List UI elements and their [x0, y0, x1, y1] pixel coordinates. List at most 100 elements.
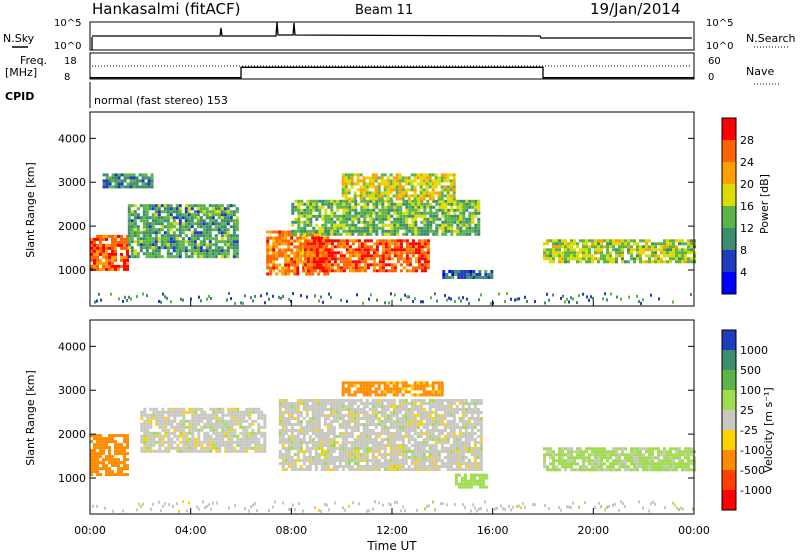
data-cell: [308, 441, 312, 444]
data-cell: [182, 425, 186, 429]
data-cell: [642, 248, 645, 252]
data-cell: [102, 446, 105, 450]
data-cell: [621, 257, 624, 261]
data-cell: [375, 226, 379, 230]
data-cell: [235, 252, 239, 256]
data-cell: [175, 216, 179, 220]
data-cell: [170, 410, 174, 414]
data-cell: [416, 450, 420, 453]
data-cell: [405, 257, 409, 261]
data-cell: [302, 438, 306, 441]
data-cell: [344, 176, 348, 180]
data-cell: [431, 459, 435, 462]
data-cell: [160, 204, 164, 208]
data-cell: [642, 260, 645, 264]
clutter-cell: [158, 299, 160, 303]
data-cell: [443, 414, 447, 417]
data-cell: [318, 232, 322, 236]
data-cell: [459, 232, 463, 236]
data-cell: [459, 202, 463, 206]
data-cell: [208, 204, 212, 208]
data-cell: [413, 429, 417, 432]
data-cell: [408, 269, 412, 273]
data-cell: [266, 251, 270, 255]
data-cell: [476, 447, 480, 450]
data-cell: [470, 402, 474, 405]
data-cell: [453, 208, 457, 212]
data-cell: [191, 422, 195, 426]
data-cell: [269, 272, 273, 276]
data-cell: [654, 242, 657, 246]
data-cell: [380, 423, 384, 426]
data-cell: [375, 245, 379, 249]
data-cell: [371, 441, 375, 444]
data-cell: [413, 387, 417, 391]
data-cell: [380, 381, 384, 385]
data-cell: [117, 267, 120, 271]
data-cell: [473, 468, 477, 471]
data-cell: [467, 423, 471, 426]
data-cell: [363, 229, 367, 233]
data-cell: [120, 179, 124, 183]
data-cell: [423, 260, 427, 264]
data-cell: [293, 405, 297, 408]
data-cell: [191, 416, 195, 420]
data-cell: [127, 213, 131, 217]
data-cell: [419, 408, 423, 411]
data-cell: [239, 440, 243, 444]
data-cell: [356, 456, 360, 459]
data-cell: [176, 437, 180, 441]
data-cell: [414, 208, 418, 212]
data-cell: [356, 182, 360, 186]
data-cell: [458, 429, 462, 432]
data-cell: [368, 390, 372, 394]
data-cell: [335, 447, 339, 450]
data-cell: [281, 414, 285, 417]
data-cell: [208, 213, 212, 217]
data-cell: [366, 248, 370, 252]
data-cell: [435, 202, 439, 206]
data-cell: [314, 468, 318, 471]
data-cell: [386, 426, 390, 429]
data-cell: [675, 239, 678, 243]
data-cell: [372, 269, 376, 273]
data-cell: [217, 240, 221, 244]
data-cell: [291, 211, 295, 215]
data-cell: [399, 211, 403, 215]
data-cell: [114, 449, 117, 453]
data-cell: [317, 236, 321, 240]
data-cell: [362, 456, 366, 459]
data-cell: [221, 407, 225, 411]
data-cell: [160, 237, 164, 241]
data-cell: [365, 185, 369, 189]
data-cell: [308, 462, 312, 465]
data-cell: [188, 425, 192, 429]
data-cell: [211, 252, 215, 256]
data-cell: [296, 468, 300, 471]
data-cell: [99, 467, 102, 471]
data-cell: [327, 214, 331, 218]
data-cell: [187, 210, 191, 214]
data-cell: [299, 402, 303, 405]
data-cell: [356, 405, 360, 408]
data-cell: [232, 231, 236, 235]
data-cell: [212, 413, 216, 417]
data-cell: [132, 185, 136, 189]
data-cell: [392, 185, 396, 189]
data-cell: [214, 228, 218, 232]
clutter-cell: [526, 300, 528, 303]
data-cell: [452, 197, 456, 201]
data-cell: [344, 438, 348, 441]
data-cell: [296, 399, 300, 402]
data-cell: [449, 447, 453, 450]
data-cell: [434, 173, 438, 177]
data-cell: [158, 410, 162, 414]
data-cell: [179, 410, 183, 414]
data-cell: [336, 251, 340, 255]
data-cell: [181, 231, 185, 235]
data-cell: [407, 468, 411, 471]
data-cell: [293, 447, 297, 450]
data-cell: [99, 449, 102, 453]
data-cell: [449, 459, 453, 462]
data-cell: [387, 199, 391, 203]
